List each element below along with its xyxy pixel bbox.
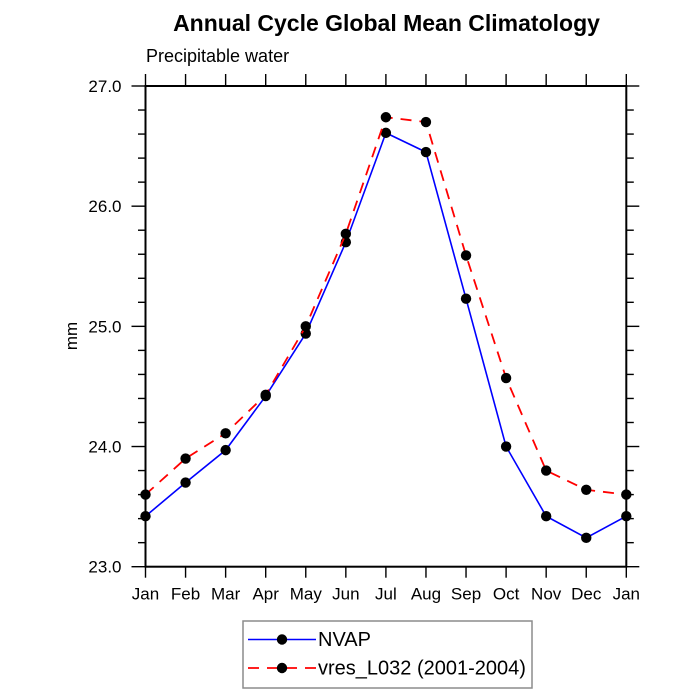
- x-tick-label: Jul: [375, 585, 397, 604]
- data-point-marker: [260, 389, 271, 401]
- legend-label: NVAP: [318, 629, 371, 651]
- legend-label: vres_L032 (2001-2004): [318, 658, 526, 680]
- data-point-marker: [500, 372, 512, 384]
- y-tick-label: 26.0: [88, 197, 121, 216]
- x-tick-label: Sep: [451, 585, 481, 604]
- data-point-marker: [340, 228, 352, 240]
- legend-marker: [276, 662, 288, 674]
- data-point-marker: [621, 489, 632, 500]
- data-point-marker: [581, 532, 592, 544]
- data-point-marker: [140, 511, 151, 522]
- chart-subtitle: Precipitable water: [146, 46, 290, 66]
- y-tick-label: 25.0: [88, 317, 121, 336]
- data-point-marker: [420, 116, 432, 128]
- x-tick-label: Aug: [411, 585, 441, 604]
- x-tick-label: Dec: [571, 585, 602, 604]
- x-tick-label: May: [290, 585, 323, 604]
- legend-box: [242, 620, 533, 689]
- data-point-marker: [300, 321, 311, 332]
- data-point-marker: [540, 511, 552, 522]
- x-tick-label: Mar: [211, 585, 241, 604]
- data-point-marker: [180, 453, 191, 464]
- data-point-marker: [220, 444, 231, 456]
- y-tick-label: 23.0: [88, 558, 121, 577]
- x-tick-label: Jan: [132, 585, 159, 604]
- data-point-marker: [420, 146, 432, 158]
- data-point-marker: [380, 112, 392, 123]
- series-line: [144, 131, 627, 539]
- x-tick-label: Jun: [332, 585, 359, 604]
- legend-marker: [276, 634, 288, 645]
- y-tick-label: 24.0: [88, 438, 121, 457]
- data-point-marker: [220, 428, 231, 439]
- data-point-marker: [460, 293, 472, 304]
- data-point-marker: [500, 441, 512, 452]
- series-line: [144, 116, 627, 496]
- data-point-marker: [460, 250, 472, 261]
- data-point-marker: [180, 477, 191, 488]
- data-point-marker: [140, 489, 151, 500]
- x-tick-label: Nov: [531, 585, 562, 604]
- x-tick-label: Feb: [171, 585, 200, 604]
- chart-title: Annual Cycle Global Mean Climatology: [173, 10, 600, 36]
- data-point-marker: [621, 511, 632, 522]
- x-tick-label: Apr: [252, 585, 279, 604]
- data-point-marker: [540, 465, 552, 476]
- data-point-marker: [380, 127, 392, 139]
- x-tick-label: Oct: [493, 585, 520, 604]
- y-axis-label: mm: [62, 321, 82, 351]
- x-tick-label: Jan: [613, 585, 640, 604]
- data-point-marker: [581, 484, 592, 495]
- y-tick-label: 27.0: [88, 77, 121, 96]
- plot-frame: [144, 85, 628, 568]
